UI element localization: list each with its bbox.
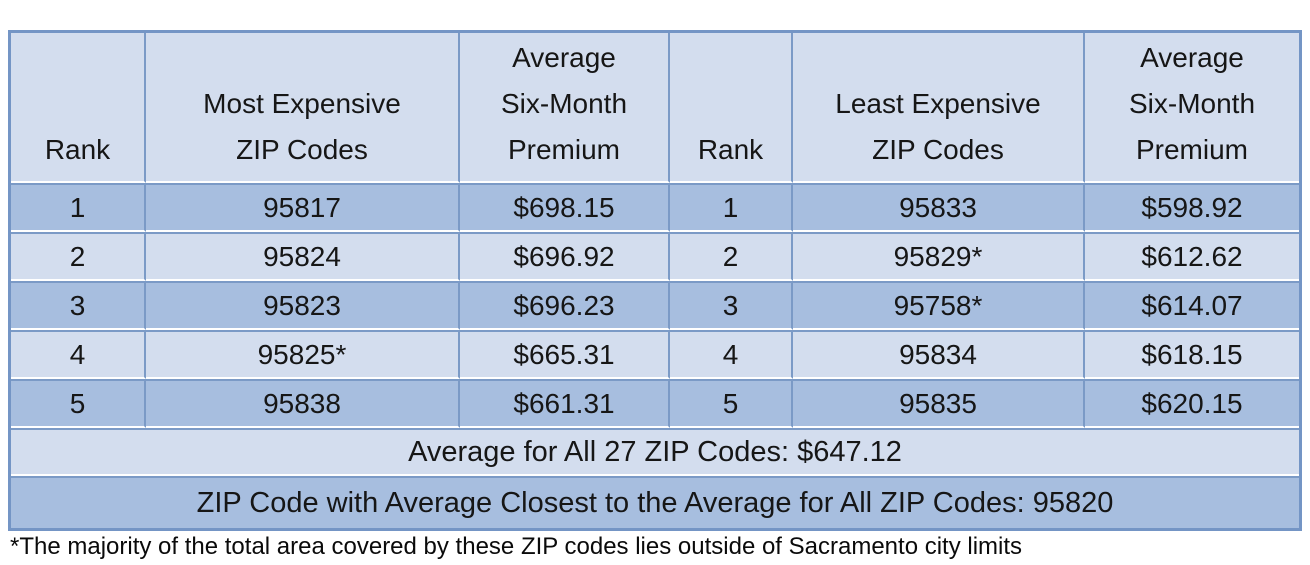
zip-premium-table: Rank Most Expensive ZIP Codes Average Si… (8, 30, 1302, 531)
header-most-expensive-zip-codes: Most Expensive ZIP Codes (146, 33, 460, 183)
rank-least-4: 4 (670, 330, 793, 379)
summary-row-closest-zip: ZIP Code with Average Closest to the Ave… (11, 476, 1299, 528)
premium-least-4: $618.15 (1085, 330, 1299, 379)
zip-least-3: 95758* (793, 281, 1085, 330)
rank-most-4: 4 (11, 330, 146, 379)
rank-least-5: 5 (670, 379, 793, 428)
header-row: Rank Most Expensive ZIP Codes Average Si… (11, 33, 1299, 183)
zip-least-4: 95834 (793, 330, 1085, 379)
header-rank-most: Rank (11, 33, 146, 183)
rank-most-2: 2 (11, 232, 146, 281)
summary-row-average-all: Average for All 27 ZIP Codes: $647.12 (11, 428, 1299, 476)
premium-most-2: $696.92 (460, 232, 670, 281)
table-row: 1 95817 $698.15 1 95833 $598.92 (11, 183, 1299, 232)
header-avg-premium-least: Average Six-Month Premium (1085, 33, 1299, 183)
rank-least-3: 3 (670, 281, 793, 330)
premium-most-1: $698.15 (460, 183, 670, 232)
zip-most-5: 95838 (146, 379, 460, 428)
rank-most-1: 1 (11, 183, 146, 232)
table-row: 5 95838 $661.31 5 95835 $620.15 (11, 379, 1299, 428)
rank-most-5: 5 (11, 379, 146, 428)
premium-least-5: $620.15 (1085, 379, 1299, 428)
table-row: 4 95825* $665.31 4 95834 $618.15 (11, 330, 1299, 379)
rank-least-1: 1 (670, 183, 793, 232)
zip-least-1: 95833 (793, 183, 1085, 232)
premium-least-2: $612.62 (1085, 232, 1299, 281)
premium-least-3: $614.07 (1085, 281, 1299, 330)
zip-least-5: 95835 (793, 379, 1085, 428)
zip-least-2: 95829* (793, 232, 1085, 281)
zip-most-3: 95823 (146, 281, 460, 330)
rank-most-3: 3 (11, 281, 146, 330)
zip-most-2: 95824 (146, 232, 460, 281)
header-avg-premium-most: Average Six-Month Premium (460, 33, 670, 183)
header-rank-least: Rank (670, 33, 793, 183)
premium-most-4: $665.31 (460, 330, 670, 379)
footnote: *The majority of the total area covered … (10, 533, 1023, 560)
header-least-expensive-zip-codes: Least Expensive ZIP Codes (793, 33, 1085, 183)
premium-most-5: $661.31 (460, 379, 670, 428)
closest-to-average-text: ZIP Code with Average Closest to the Ave… (11, 476, 1299, 528)
rank-least-2: 2 (670, 232, 793, 281)
zip-most-1: 95817 (146, 183, 460, 232)
table-row: 3 95823 $696.23 3 95758* $614.07 (11, 281, 1299, 330)
premium-most-3: $696.23 (460, 281, 670, 330)
premium-least-1: $598.92 (1085, 183, 1299, 232)
table-row: 2 95824 $696.92 2 95829* $612.62 (11, 232, 1299, 281)
average-all-zip-codes-text: Average for All 27 ZIP Codes: $647.12 (11, 428, 1299, 476)
zip-most-4: 95825* (146, 330, 460, 379)
